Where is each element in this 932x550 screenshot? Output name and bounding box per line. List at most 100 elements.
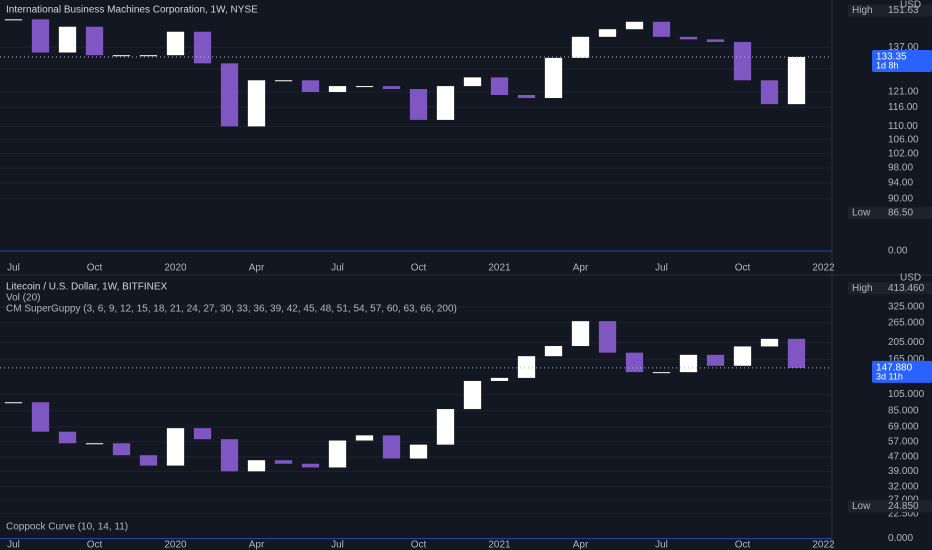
x-tick-label: Apr	[249, 263, 265, 274]
candle	[544, 346, 563, 357]
candle	[193, 428, 212, 440]
candle	[382, 435, 401, 459]
candle	[328, 440, 347, 468]
candle	[247, 80, 266, 127]
candle	[193, 31, 212, 64]
x-tick-label: Apr	[573, 263, 589, 274]
low-label: Low	[852, 208, 871, 219]
candle	[139, 55, 158, 57]
candle	[220, 63, 239, 127]
lower-indicator-label: Coppock Curve (10, 14, 11)	[6, 522, 128, 533]
y-tick-label: 137.00	[888, 42, 919, 53]
x-tick-label: Apr	[573, 540, 589, 550]
indicator-label: Vol (20)	[6, 293, 40, 304]
candle	[112, 55, 131, 57]
candle	[706, 39, 725, 42]
y-tick-label: 165.000	[888, 354, 925, 365]
candle	[517, 356, 536, 378]
candle	[4, 19, 23, 21]
countdown: 1d 8h	[876, 60, 899, 70]
x-tick-label: Oct	[411, 540, 427, 550]
candle	[247, 460, 266, 472]
chart-title: International Business Machines Corporat…	[6, 5, 258, 16]
candle	[112, 443, 131, 456]
candle	[625, 21, 644, 30]
candle	[652, 372, 671, 374]
y-tick-label: 325.000	[888, 301, 925, 312]
x-tick-label: Oct	[411, 263, 427, 274]
candle	[787, 338, 806, 368]
y-tick-label: 110.00	[888, 121, 918, 132]
chart-title: Litecoin / U.S. Dollar, 1W, BITFINEX	[6, 282, 167, 293]
x-tick-label: 2021	[488, 263, 511, 274]
high-tag	[848, 282, 932, 295]
indicator-tick-label: 0.000	[888, 533, 913, 544]
x-tick-label: Jul	[7, 263, 20, 274]
y-tick-label: 102.00	[888, 148, 919, 159]
y-tick-label: 69.000	[888, 422, 919, 433]
candle	[58, 431, 77, 444]
candle	[544, 57, 563, 99]
candle	[31, 402, 50, 432]
candle	[463, 380, 482, 410]
candle	[31, 19, 50, 53]
candle	[490, 77, 509, 95]
x-tick-label: Jul	[655, 540, 668, 550]
x-tick-label: Jul	[331, 540, 344, 550]
high-tag	[848, 4, 932, 17]
y-tick-label: 27.000	[888, 495, 919, 506]
y-tick-label: 116.00	[888, 102, 918, 113]
x-tick-label: 2021	[488, 540, 511, 550]
candle	[733, 346, 752, 366]
candle	[301, 463, 320, 468]
candle	[355, 86, 374, 88]
candle	[85, 26, 104, 56]
last-price: 147.880	[876, 363, 913, 374]
y-tick-label: 94.00	[888, 178, 913, 189]
candle	[706, 354, 725, 366]
y-tick-label: 32.000	[888, 481, 919, 492]
candle	[679, 354, 698, 373]
candle	[625, 352, 644, 373]
y-tick-label: 90.00	[888, 193, 913, 204]
low-tag	[848, 207, 932, 220]
candle	[652, 21, 671, 37]
high-label: High	[852, 5, 873, 16]
candle	[490, 377, 509, 381]
candle	[436, 86, 455, 120]
candle	[409, 444, 428, 459]
y-tick-label: 106.00	[888, 134, 919, 145]
candle	[463, 77, 482, 87]
x-tick-label: 2022	[812, 540, 835, 550]
indicator-label: CM SuperGuppy (3, 6, 9, 12, 15, 18, 21, …	[6, 304, 457, 315]
y-tick-label: 105.000	[888, 389, 925, 400]
candle	[571, 321, 590, 347]
y-tick-label: 121.00	[888, 87, 919, 98]
x-tick-label: Oct	[87, 540, 103, 550]
high-value: 151.63	[888, 5, 919, 16]
y-tick-label: 205.000	[888, 337, 925, 348]
x-tick-label: 2022	[812, 263, 835, 274]
candle	[517, 94, 536, 99]
candle	[274, 80, 293, 82]
last-price: 133.35	[876, 52, 907, 63]
candle	[85, 443, 104, 445]
candle	[301, 80, 320, 93]
candle	[274, 460, 293, 464]
x-tick-label: Jul	[7, 540, 20, 550]
x-tick-label: Jul	[655, 263, 668, 274]
x-tick-label: Oct	[87, 263, 103, 274]
y-tick-label: 22.500	[888, 509, 919, 520]
high-label: High	[852, 283, 873, 294]
candle	[139, 455, 158, 466]
y-tick-label: 47.000	[888, 451, 919, 462]
x-tick-label: Oct	[735, 263, 751, 274]
candle	[355, 435, 374, 441]
candle	[679, 36, 698, 40]
low-value: 24.850	[888, 501, 919, 512]
last-price-tag	[872, 360, 932, 383]
y-tick-label: 39.000	[888, 466, 919, 477]
candle	[787, 56, 806, 105]
x-tick-label: Oct	[735, 540, 751, 550]
